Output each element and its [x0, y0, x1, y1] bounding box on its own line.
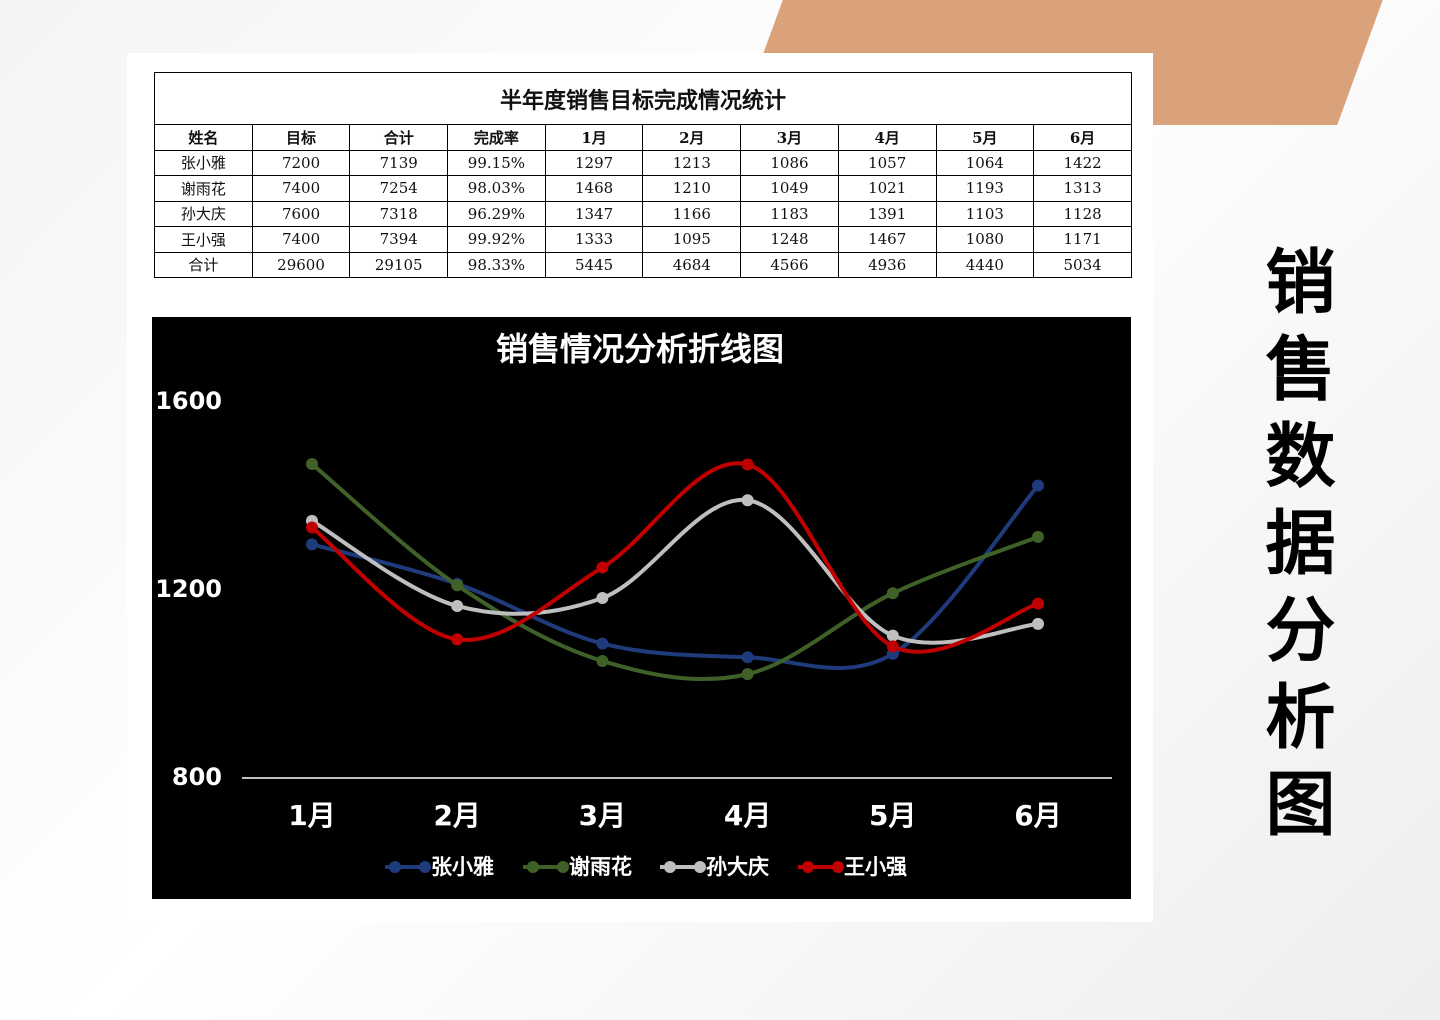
- y-tick-label: 800: [172, 763, 222, 791]
- point: [596, 561, 609, 574]
- cell: 99.15%: [447, 149, 546, 176]
- point: [596, 654, 609, 667]
- series-line: [310, 461, 1039, 654]
- cell: 1166: [642, 200, 742, 227]
- table-row: 谢雨花 7400 7254 98.03% 1468 1210 1049 1021 1193 131…: [154, 175, 1132, 202]
- cell: 1213: [642, 149, 742, 176]
- point: [1032, 617, 1044, 630]
- cell: 7318: [349, 200, 449, 227]
- point: [886, 640, 899, 653]
- series-line: [310, 462, 1039, 682]
- cell: 1391: [837, 200, 937, 227]
- x-tick-label: 2月: [433, 799, 480, 832]
- point: [306, 521, 318, 534]
- legend-marker: [694, 861, 706, 873]
- cell: 1086: [740, 149, 839, 176]
- series-line: [310, 498, 1039, 645]
- header-cell: 4月: [837, 124, 937, 151]
- legend-marker: [419, 861, 431, 873]
- legend-marker: [802, 861, 814, 873]
- cell: 98.33%: [447, 251, 546, 278]
- point: [306, 538, 318, 551]
- cell: 5034: [1033, 251, 1132, 278]
- cell: 5445: [544, 251, 644, 278]
- cell: 1057: [837, 149, 937, 176]
- header-cell: 5月: [935, 124, 1035, 151]
- cell: 1049: [740, 175, 839, 202]
- legend-marker: [832, 861, 844, 873]
- cell: 1333: [544, 226, 644, 253]
- point: [596, 591, 609, 604]
- legend-marker: [557, 861, 569, 873]
- legend-marker: [527, 861, 539, 873]
- point: [1032, 530, 1044, 543]
- legend-marker: [664, 861, 676, 873]
- legend-label: 王小强: [844, 855, 907, 879]
- point: [741, 668, 754, 681]
- cell: 1210: [642, 175, 742, 202]
- cell: 1422: [1033, 149, 1132, 176]
- chart-background: [152, 317, 1131, 899]
- point: [451, 633, 464, 646]
- point: [886, 587, 899, 600]
- point: [1032, 597, 1044, 610]
- cell: 4566: [740, 251, 839, 278]
- x-tick-label: 4月: [724, 799, 771, 832]
- cell: 7400: [251, 175, 351, 202]
- x-tick-label: 3月: [579, 799, 626, 832]
- table-row: 合计 29600 29105 98.33% 5445 4684 4566 4936 4440 50…: [154, 251, 1132, 278]
- x-tick-label: 1月: [288, 799, 335, 832]
- legend-label: 张小雅: [431, 855, 494, 879]
- side-title: 销售数据分析图: [1254, 245, 1336, 854]
- cell: 1468: [544, 175, 644, 202]
- table-row: 孙大庆 7600 7318 96.29% 1347 1166 1183 1391 1103 112…: [154, 200, 1132, 227]
- header-cell: 6月: [1033, 124, 1132, 151]
- summary-table: 半年度销售目标完成情况统计 姓名 目标 合计 完成率 1月 2月 3月 4月 5月 6月 张小雅 720…: [154, 72, 1132, 278]
- cell: 合计: [154, 251, 253, 278]
- cell: 7394: [349, 226, 449, 253]
- y-tick-label: 1200: [155, 575, 222, 603]
- cell: 1080: [935, 226, 1035, 253]
- point: [596, 637, 609, 650]
- cell: 96.29%: [447, 200, 546, 227]
- table-title: 半年度销售目标完成情况统计: [154, 72, 1132, 125]
- cell: 29105: [349, 251, 449, 278]
- x-tick-label: 5月: [869, 799, 916, 832]
- point: [741, 651, 754, 664]
- point: [741, 494, 754, 507]
- point: [306, 458, 318, 471]
- point: [741, 458, 754, 471]
- chart-title: 销售情况分析折线图: [496, 330, 784, 368]
- legend-label: 孙大庆: [706, 855, 769, 879]
- cell: 1313: [1033, 175, 1132, 202]
- cell: 谢雨花: [154, 175, 253, 202]
- cell: 4684: [642, 251, 742, 278]
- point: [451, 579, 464, 592]
- header-cell: 目标: [251, 124, 351, 151]
- series-line: [311, 484, 1040, 670]
- cell: 29600: [251, 251, 351, 278]
- point: [451, 599, 464, 612]
- cell: 1128: [1033, 200, 1132, 227]
- header-row: 姓名 目标 合计 完成率 1月 2月 3月 4月 5月 6月: [154, 124, 1132, 151]
- legend-label: 谢雨花: [569, 855, 632, 879]
- cell: 4440: [935, 251, 1035, 278]
- cell: 1248: [740, 226, 839, 253]
- point: [886, 629, 899, 642]
- cell: 98.03%: [447, 175, 546, 202]
- header-cell: 1月: [544, 124, 644, 151]
- title-row: 半年度销售目标完成情况统计: [154, 72, 1132, 125]
- legend-marker: [389, 861, 401, 873]
- y-tick-label: 1600: [155, 387, 222, 415]
- cell: 1193: [935, 175, 1035, 202]
- point: [1032, 479, 1044, 492]
- cell: 1171: [1033, 226, 1132, 253]
- x-tick-label: 6月: [1014, 799, 1061, 832]
